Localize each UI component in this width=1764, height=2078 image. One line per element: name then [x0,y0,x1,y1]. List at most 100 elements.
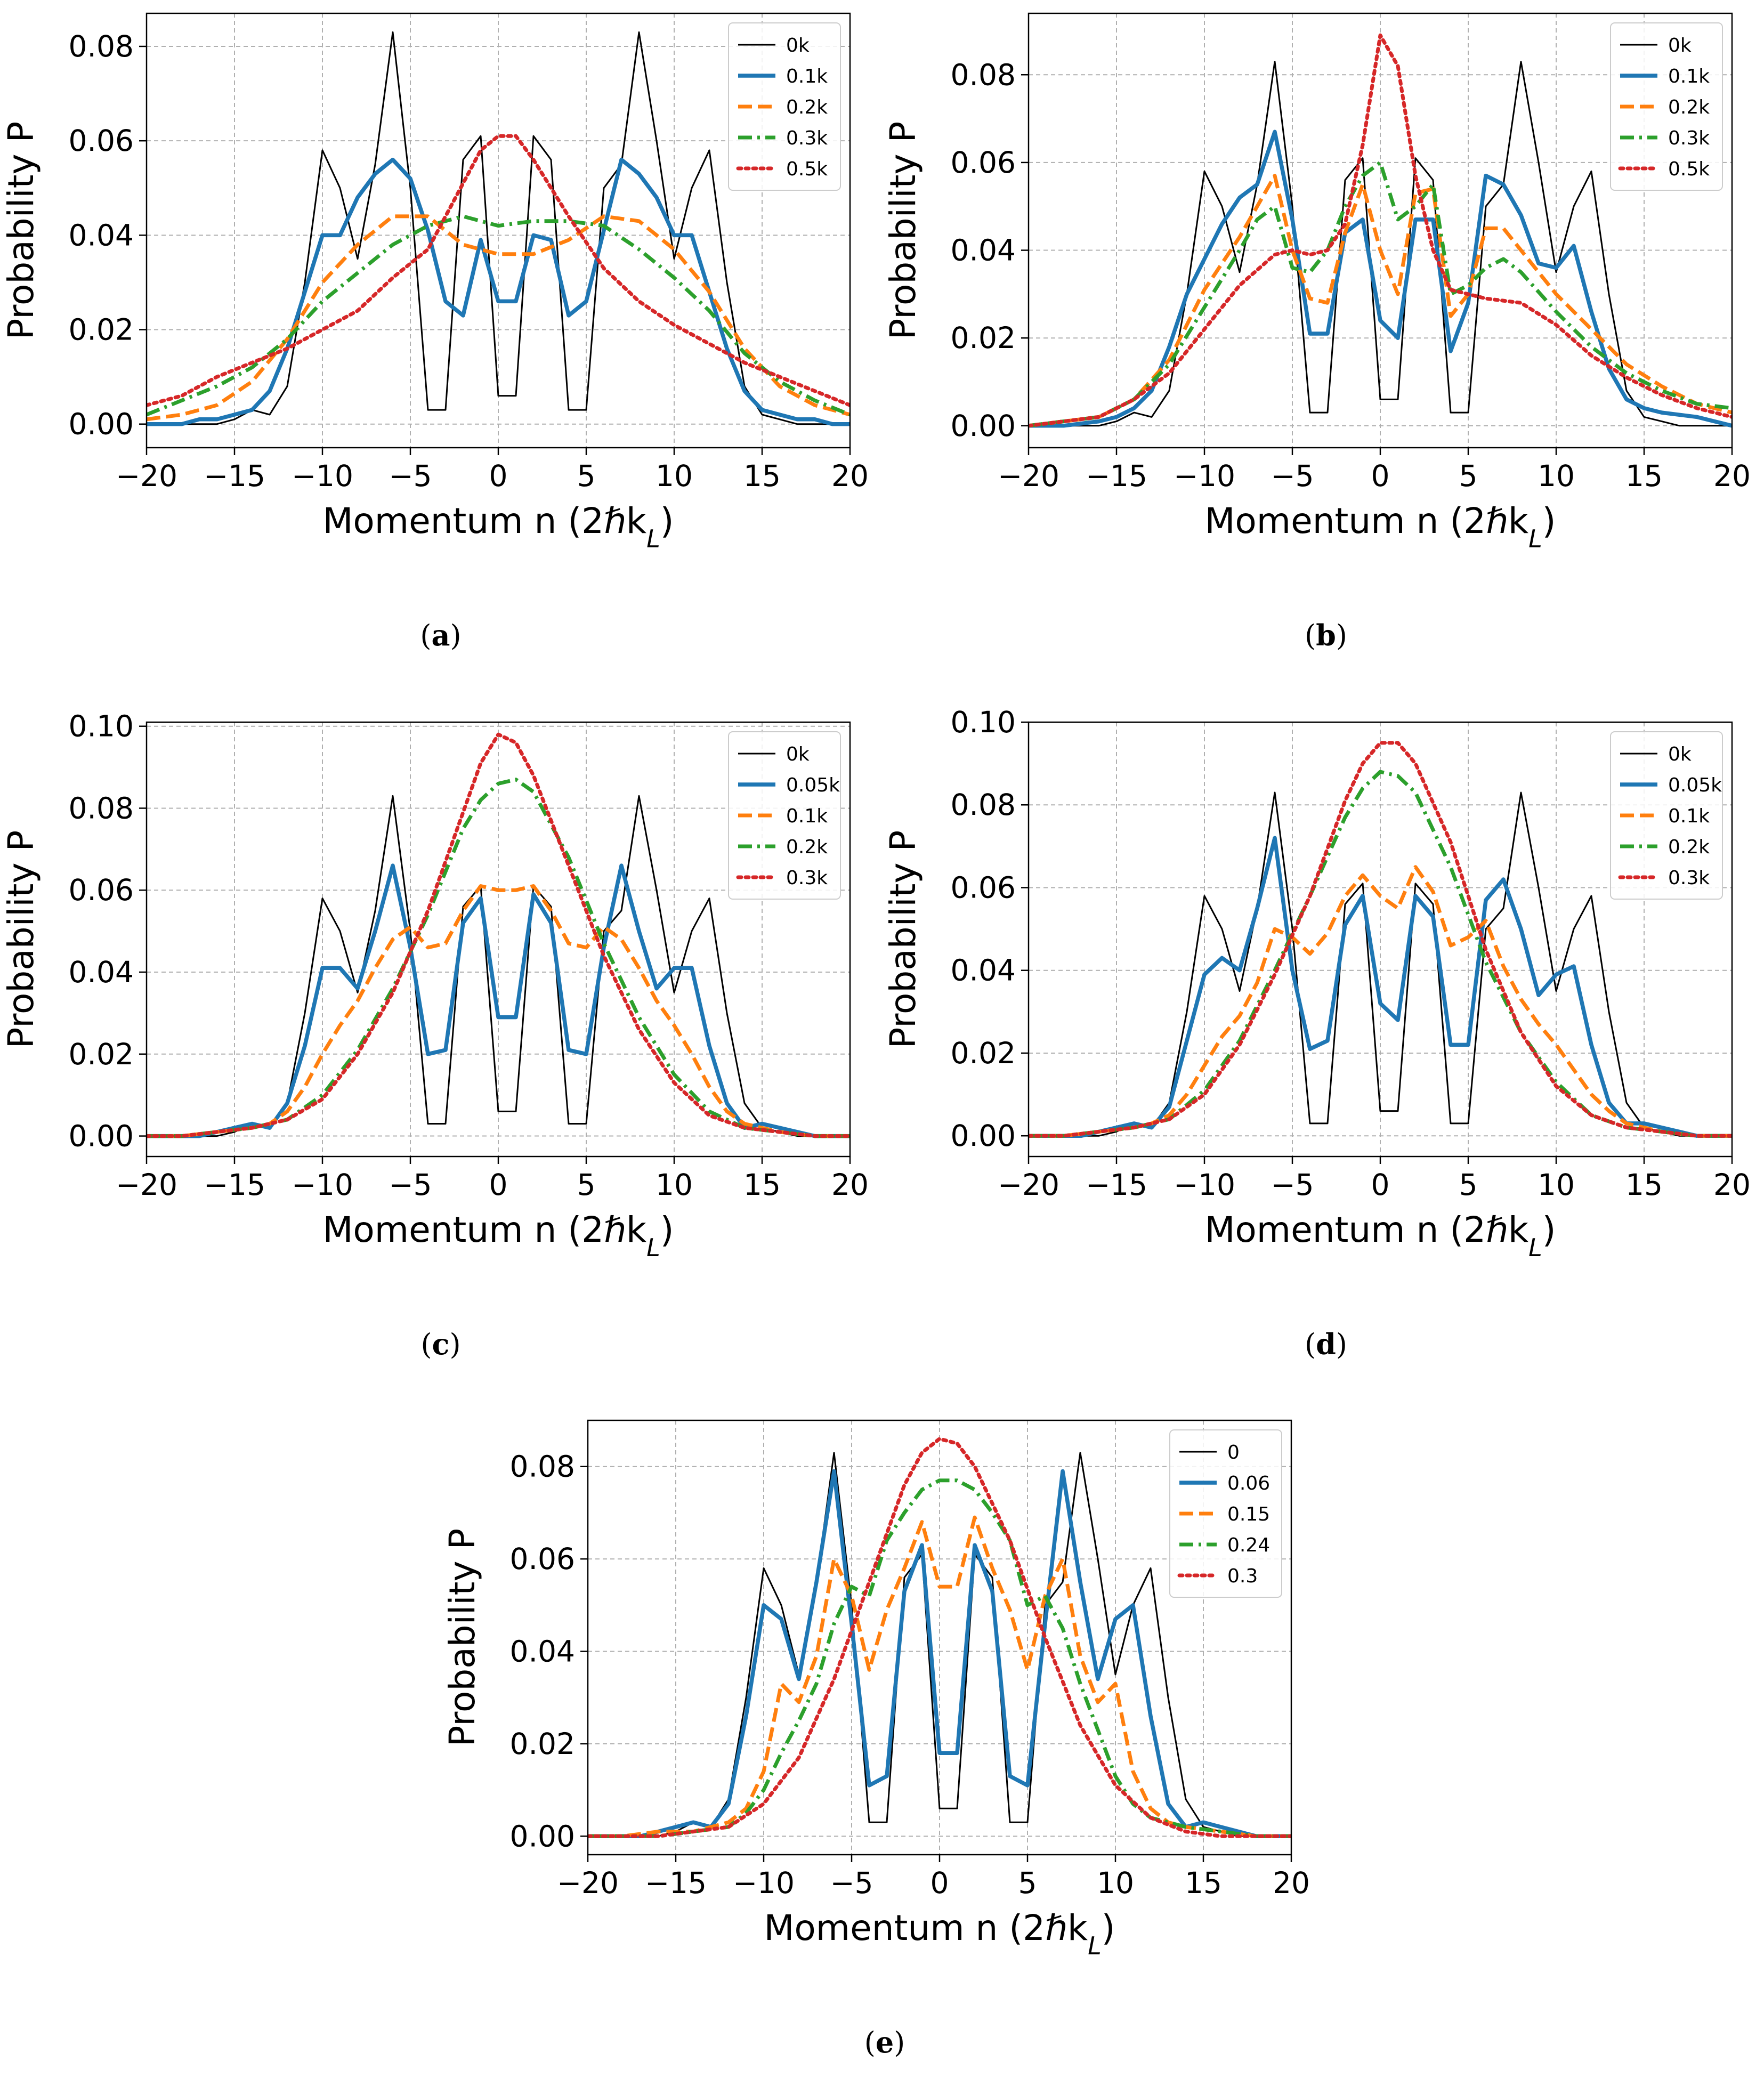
y-tick-label: 0.08 [69,29,134,63]
y-tick-label: 0.00 [951,409,1016,443]
legend-label-4: 0.3k [1668,867,1710,889]
legend-label-1: 0.06 [1227,1473,1270,1494]
legend-label-2: 0.15 [1227,1503,1270,1525]
x-tick-label: −20 [998,459,1059,493]
y-tick-label: 0.06 [69,124,134,158]
x-tick-label: −20 [557,1866,619,1900]
y-tick-label: 0.04 [69,218,134,252]
x-tick-label: 10 [656,1168,693,1202]
x-tick-label: 5 [1459,1168,1478,1202]
legend-box [1169,1429,1282,1598]
y-axis-label: Probability P [883,122,924,340]
y-axis-label: Probability P [1,830,42,1049]
chart-panel-e: −20 −15 −10 −5 0 5 10 15 20 0.00 0.02 0.04 0.06 0.08 M… [442,1419,1310,1960]
legend-label-0: 0k [1668,743,1692,765]
legend: 0k 0.1k 0.2k 0.3k 0.5k [728,22,841,191]
x-tick-label: 20 [831,459,869,493]
x-tick-label: 20 [1273,1866,1310,1900]
legend-box [728,22,841,191]
y-tick-label: 0.00 [69,407,134,441]
x-tick-label: 0 [489,1168,508,1202]
x-tick-label: 15 [1625,459,1663,493]
x-tick-label: 15 [1185,1866,1222,1900]
x-tick-label: −10 [733,1866,795,1900]
y-tick-label: 0.06 [951,145,1016,180]
x-tick-label: −10 [292,1168,353,1202]
x-tick-label: 0 [930,1866,949,1900]
x-tick-label: 0 [1371,459,1390,493]
series-line-4 [1029,741,1732,1138]
series-line-2 [1029,865,1732,1138]
y-axis-label: Probability P [883,830,924,1049]
legend-label-3: 0.24 [1227,1534,1270,1556]
series-line-4 [147,134,850,407]
legend-box [1610,731,1723,900]
x-tick-label: −5 [1271,459,1314,493]
series-line-4 [147,732,850,1138]
y-tick-label: 0.06 [951,870,1016,904]
x-tick-label: 20 [1713,1168,1751,1202]
x-tick-label: 0 [489,459,508,493]
y-tick-label: 0.10 [951,709,1016,739]
chart-panel-d: −20 −15 −10 −5 0 5 10 15 20 0.00 0.02 0.04 0.06 0.08 0… [883,709,1751,1262]
x-tick-label: −15 [1086,1168,1147,1202]
y-tick-label: 0.02 [69,313,134,347]
y-tick-label: 0.10 [69,709,134,743]
y-tick-label: 0.08 [510,1450,575,1484]
y-tick-label: 0.08 [951,58,1016,92]
x-axis-label: Momentum n (2ℏkL) [322,500,674,553]
y-tick-label: 0.00 [510,1819,575,1853]
series-line-2 [1029,174,1732,428]
y-tick-label: 0.04 [69,955,134,989]
legend-label-3: 0.2k [786,836,828,858]
x-tick-label: 0 [1371,1168,1390,1202]
legend-label-2: 0.1k [1668,805,1710,827]
x-tick-label: −10 [1174,459,1235,493]
x-tick-label: 5 [1459,459,1478,493]
legend-label-1: 0.05k [786,774,840,796]
y-tick-label: 0.06 [510,1542,575,1576]
x-tick-label: 15 [743,1168,781,1202]
legend-label-4: 0.5k [1668,158,1710,180]
x-tick-label: −5 [830,1866,873,1900]
y-tick-label: 0.04 [951,233,1016,268]
legend-box [1610,22,1723,191]
legend-label-3: 0.3k [786,127,828,149]
y-tick-label: 0.00 [951,1119,1016,1153]
x-tick-label: −10 [292,459,353,493]
legend-label-3: 0.2k [1668,836,1710,858]
y-axis-label: Probability P [442,1529,483,1747]
y-axis-label: Probability P [1,122,42,340]
x-tick-label: 10 [1538,1168,1575,1202]
legend-label-3: 0.3k [1668,127,1710,149]
legend-label-1: 0.05k [1668,774,1722,796]
legend-label-0: 0 [1227,1442,1240,1464]
x-tick-label: 10 [1538,459,1575,493]
caption-c: (c) [420,1327,461,1361]
y-tick-label: 0.02 [510,1727,575,1761]
x-tick-label: −5 [1271,1168,1314,1202]
y-tick-label: 0.02 [69,1037,134,1071]
legend-label-2: 0.2k [786,96,828,118]
series-line-1 [1029,130,1732,428]
x-tick-label: 15 [743,459,781,493]
x-tick-label: 5 [1018,1866,1037,1900]
x-tick-label: 15 [1625,1168,1663,1202]
y-tick-label: 0.02 [951,1036,1016,1070]
x-tick-label: −15 [204,459,265,493]
y-tick-label: 0.08 [69,791,134,825]
series-line-2 [588,1515,1291,1838]
series-line-4 [588,1437,1291,1838]
legend: 0k 0.05k 0.1k 0.2k 0.3k [728,731,841,900]
x-tick-label: −5 [389,1168,432,1202]
caption-d: (d) [1305,1327,1347,1361]
legend-label-1: 0.1k [1668,66,1710,87]
y-tick-label: 0.00 [69,1119,134,1153]
y-tick-label: 0.08 [951,788,1016,822]
x-axis-label: Momentum n (2ℏkL) [764,1907,1115,1960]
y-tick-label: 0.06 [69,873,134,907]
x-tick-label: −10 [1174,1168,1235,1202]
legend-label-4: 0.3k [786,867,828,889]
chart-panel-b: −20 −15 −10 −5 0 5 10 15 20 0.00 0.02 0.04 0.06 0.08 M… [883,12,1751,553]
legend-label-2: 0.1k [786,805,828,827]
